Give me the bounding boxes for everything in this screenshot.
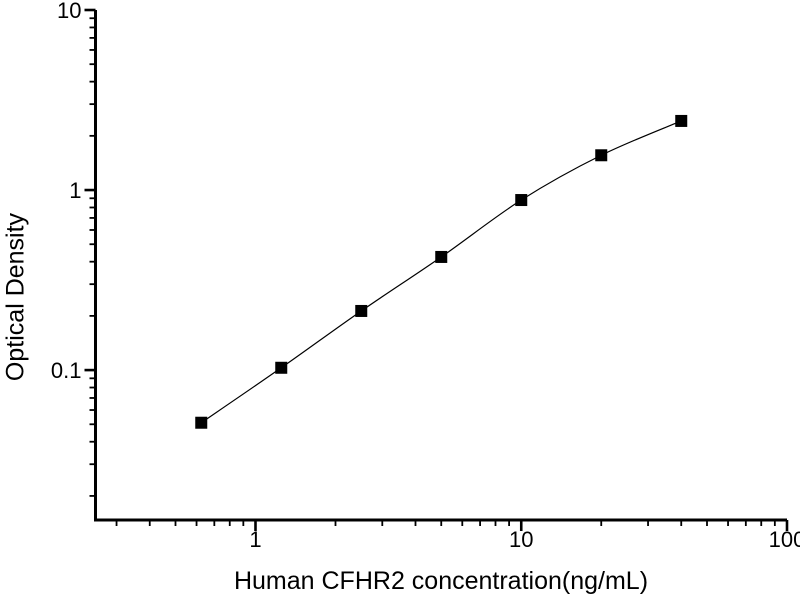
y-tick-label: 1 xyxy=(69,178,81,203)
x-tick-label: 1 xyxy=(249,527,261,552)
y-axis-title: Optical Density xyxy=(1,212,30,382)
y-tick-label: 0.1 xyxy=(51,358,82,383)
data-point-marker xyxy=(675,114,688,127)
data-point-marker xyxy=(435,250,448,263)
x-tick-label: 100 xyxy=(769,527,800,552)
x-axis-title: Human CFHR2 concentration(ng/mL) xyxy=(233,567,649,595)
data-point-marker xyxy=(275,361,288,374)
data-point-marker xyxy=(195,416,208,429)
data-point-marker xyxy=(355,304,368,317)
axes-frame xyxy=(94,10,787,522)
x-tick-label: 10 xyxy=(509,527,533,552)
y-tick-label: 10 xyxy=(57,0,81,23)
data-point-marker xyxy=(595,149,608,162)
data-point-marker xyxy=(515,194,528,207)
standard-curve-line xyxy=(200,120,682,424)
